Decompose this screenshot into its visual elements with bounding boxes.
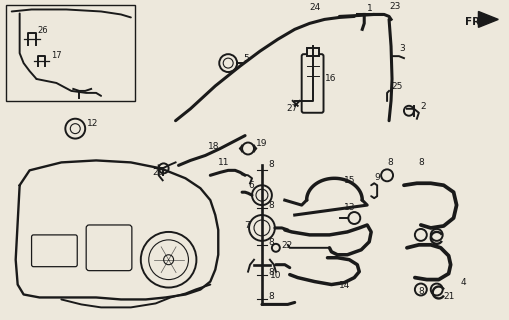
Text: 7: 7 xyxy=(244,221,249,230)
Text: 22: 22 xyxy=(281,241,293,250)
Text: 14: 14 xyxy=(339,281,350,290)
Text: 3: 3 xyxy=(398,44,404,53)
Text: 6: 6 xyxy=(247,181,253,190)
Circle shape xyxy=(158,164,168,173)
Text: 19: 19 xyxy=(256,139,267,148)
Text: 8: 8 xyxy=(267,238,273,247)
Circle shape xyxy=(163,255,173,265)
Circle shape xyxy=(223,58,233,68)
Text: 8: 8 xyxy=(386,158,392,167)
Bar xyxy=(306,48,318,56)
Circle shape xyxy=(271,244,279,252)
Circle shape xyxy=(414,229,426,241)
Text: 16: 16 xyxy=(324,74,335,83)
Circle shape xyxy=(140,232,196,288)
Circle shape xyxy=(251,185,271,205)
Text: 25: 25 xyxy=(390,82,402,91)
Text: 24: 24 xyxy=(309,4,320,12)
Text: 5: 5 xyxy=(243,54,248,63)
Text: 23: 23 xyxy=(388,3,400,12)
Text: 17: 17 xyxy=(51,51,62,60)
Circle shape xyxy=(248,215,274,241)
Text: 27: 27 xyxy=(286,104,298,113)
Circle shape xyxy=(430,229,442,241)
Text: 4: 4 xyxy=(460,277,465,286)
Circle shape xyxy=(348,212,359,224)
Circle shape xyxy=(256,189,267,201)
Text: 20: 20 xyxy=(152,168,164,177)
Bar xyxy=(6,4,134,101)
FancyBboxPatch shape xyxy=(301,54,323,113)
Circle shape xyxy=(380,169,392,181)
FancyBboxPatch shape xyxy=(32,235,77,267)
Text: 9: 9 xyxy=(374,173,379,182)
Circle shape xyxy=(65,119,85,139)
Text: 8: 8 xyxy=(267,160,273,169)
Text: 8: 8 xyxy=(418,287,424,296)
Text: 26: 26 xyxy=(38,26,48,35)
Text: 13: 13 xyxy=(344,203,355,212)
Text: 10: 10 xyxy=(269,271,281,280)
Text: 11: 11 xyxy=(218,158,230,167)
FancyBboxPatch shape xyxy=(86,225,132,271)
Circle shape xyxy=(253,220,269,236)
Text: 18: 18 xyxy=(208,141,219,150)
Text: 2: 2 xyxy=(420,102,426,111)
Circle shape xyxy=(430,284,442,295)
Text: 12: 12 xyxy=(87,119,98,128)
Polygon shape xyxy=(477,12,497,27)
Circle shape xyxy=(149,240,188,280)
Circle shape xyxy=(403,106,413,116)
Text: 15: 15 xyxy=(344,176,355,185)
Circle shape xyxy=(242,142,253,155)
Circle shape xyxy=(70,124,80,134)
Circle shape xyxy=(219,54,237,72)
Text: 8: 8 xyxy=(267,268,273,276)
Text: 8: 8 xyxy=(267,201,273,210)
Text: 8: 8 xyxy=(418,158,424,167)
Text: 1: 1 xyxy=(366,4,372,13)
Text: 21: 21 xyxy=(443,292,454,301)
Text: 8: 8 xyxy=(267,292,273,301)
Circle shape xyxy=(414,284,426,295)
Text: FR.: FR. xyxy=(464,17,483,28)
